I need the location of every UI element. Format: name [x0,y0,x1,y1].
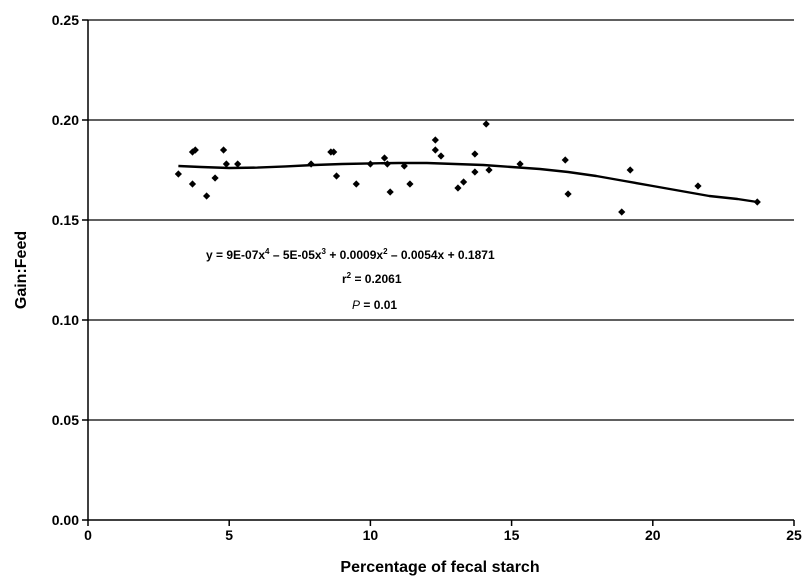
trendline [178,161,758,204]
x-tick-label: 15 [504,527,520,543]
data-point [406,180,414,188]
data-point [383,160,391,168]
equation-part: y = 9E-07x [206,248,265,262]
data-point [753,198,761,206]
equation-part: – 0.0054x + 0.1871 [388,248,495,262]
data-point [561,156,569,164]
data-point [431,146,439,154]
data-point [626,166,634,174]
grid-lines [88,19,794,421]
x-tick-label: 0 [84,527,92,543]
x-ticks: 0 5 10 15 20 25 [84,520,802,543]
equation-annotation: y = 9E-07x4 – 5E-05x3 + 0.0009x2 – 0.005… [206,247,495,262]
data-point [471,168,479,176]
data-point [400,162,408,170]
y-tick-label: 0.25 [52,12,79,28]
axes [87,20,794,521]
data-point [219,146,228,154]
data-point [191,146,199,154]
p-value-annotation: P = 0.01 [352,298,397,312]
y-axis-title: Gain:Feed [13,231,30,309]
x-tick-label: 5 [225,527,233,543]
y-ticks: 0.00 0.05 0.10 0.15 0.20 0.25 [52,12,88,528]
data-point [516,160,524,168]
y-tick-label: 0.05 [52,412,79,428]
data-point [188,180,197,188]
r2-exponent: 2 [347,271,352,280]
x-tick-label: 10 [363,527,379,543]
data-point [234,160,242,168]
equation-exponent: 2 [383,247,388,256]
data-point [352,180,360,188]
data-point [174,170,182,178]
data-point [332,172,341,180]
data-point [380,154,389,162]
data-point [564,190,572,198]
equation-part: – 5E-05x [270,248,322,262]
y-tick-label: 0.00 [52,512,79,528]
trendline-curve [178,161,758,204]
data-point [431,136,439,144]
equation-exponent: 4 [265,247,270,256]
data-point [482,120,490,128]
x-tick-label: 25 [786,527,802,543]
x-axis-title: Percentage of fecal starch [340,559,539,576]
data-point [485,166,493,174]
data-point [330,148,338,156]
r2-part: = 0.2061 [351,272,402,286]
p-symbol: P [352,298,360,312]
data-point [454,184,462,192]
y-tick-label: 0.10 [52,312,79,328]
r-squared-annotation: r2 = 0.2061 [342,271,402,286]
data-point [307,160,315,168]
data-point [694,182,702,190]
data-point [203,192,211,200]
data-point [437,152,445,160]
data-point [459,178,468,186]
data-point [366,160,374,168]
y-tick-label: 0.20 [52,112,79,128]
equation-part: + 0.0009x [326,248,383,262]
data-point [211,174,219,182]
data-points [174,120,761,216]
equation-exponent: 3 [322,247,327,256]
x-tick-label: 20 [645,527,661,543]
data-point [222,160,230,168]
data-point [618,208,626,216]
data-point [471,150,479,158]
r2-part: r [342,272,347,286]
p-value-part: = 0.01 [360,298,397,312]
data-point [386,188,394,196]
y-tick-label: 0.15 [52,212,79,228]
